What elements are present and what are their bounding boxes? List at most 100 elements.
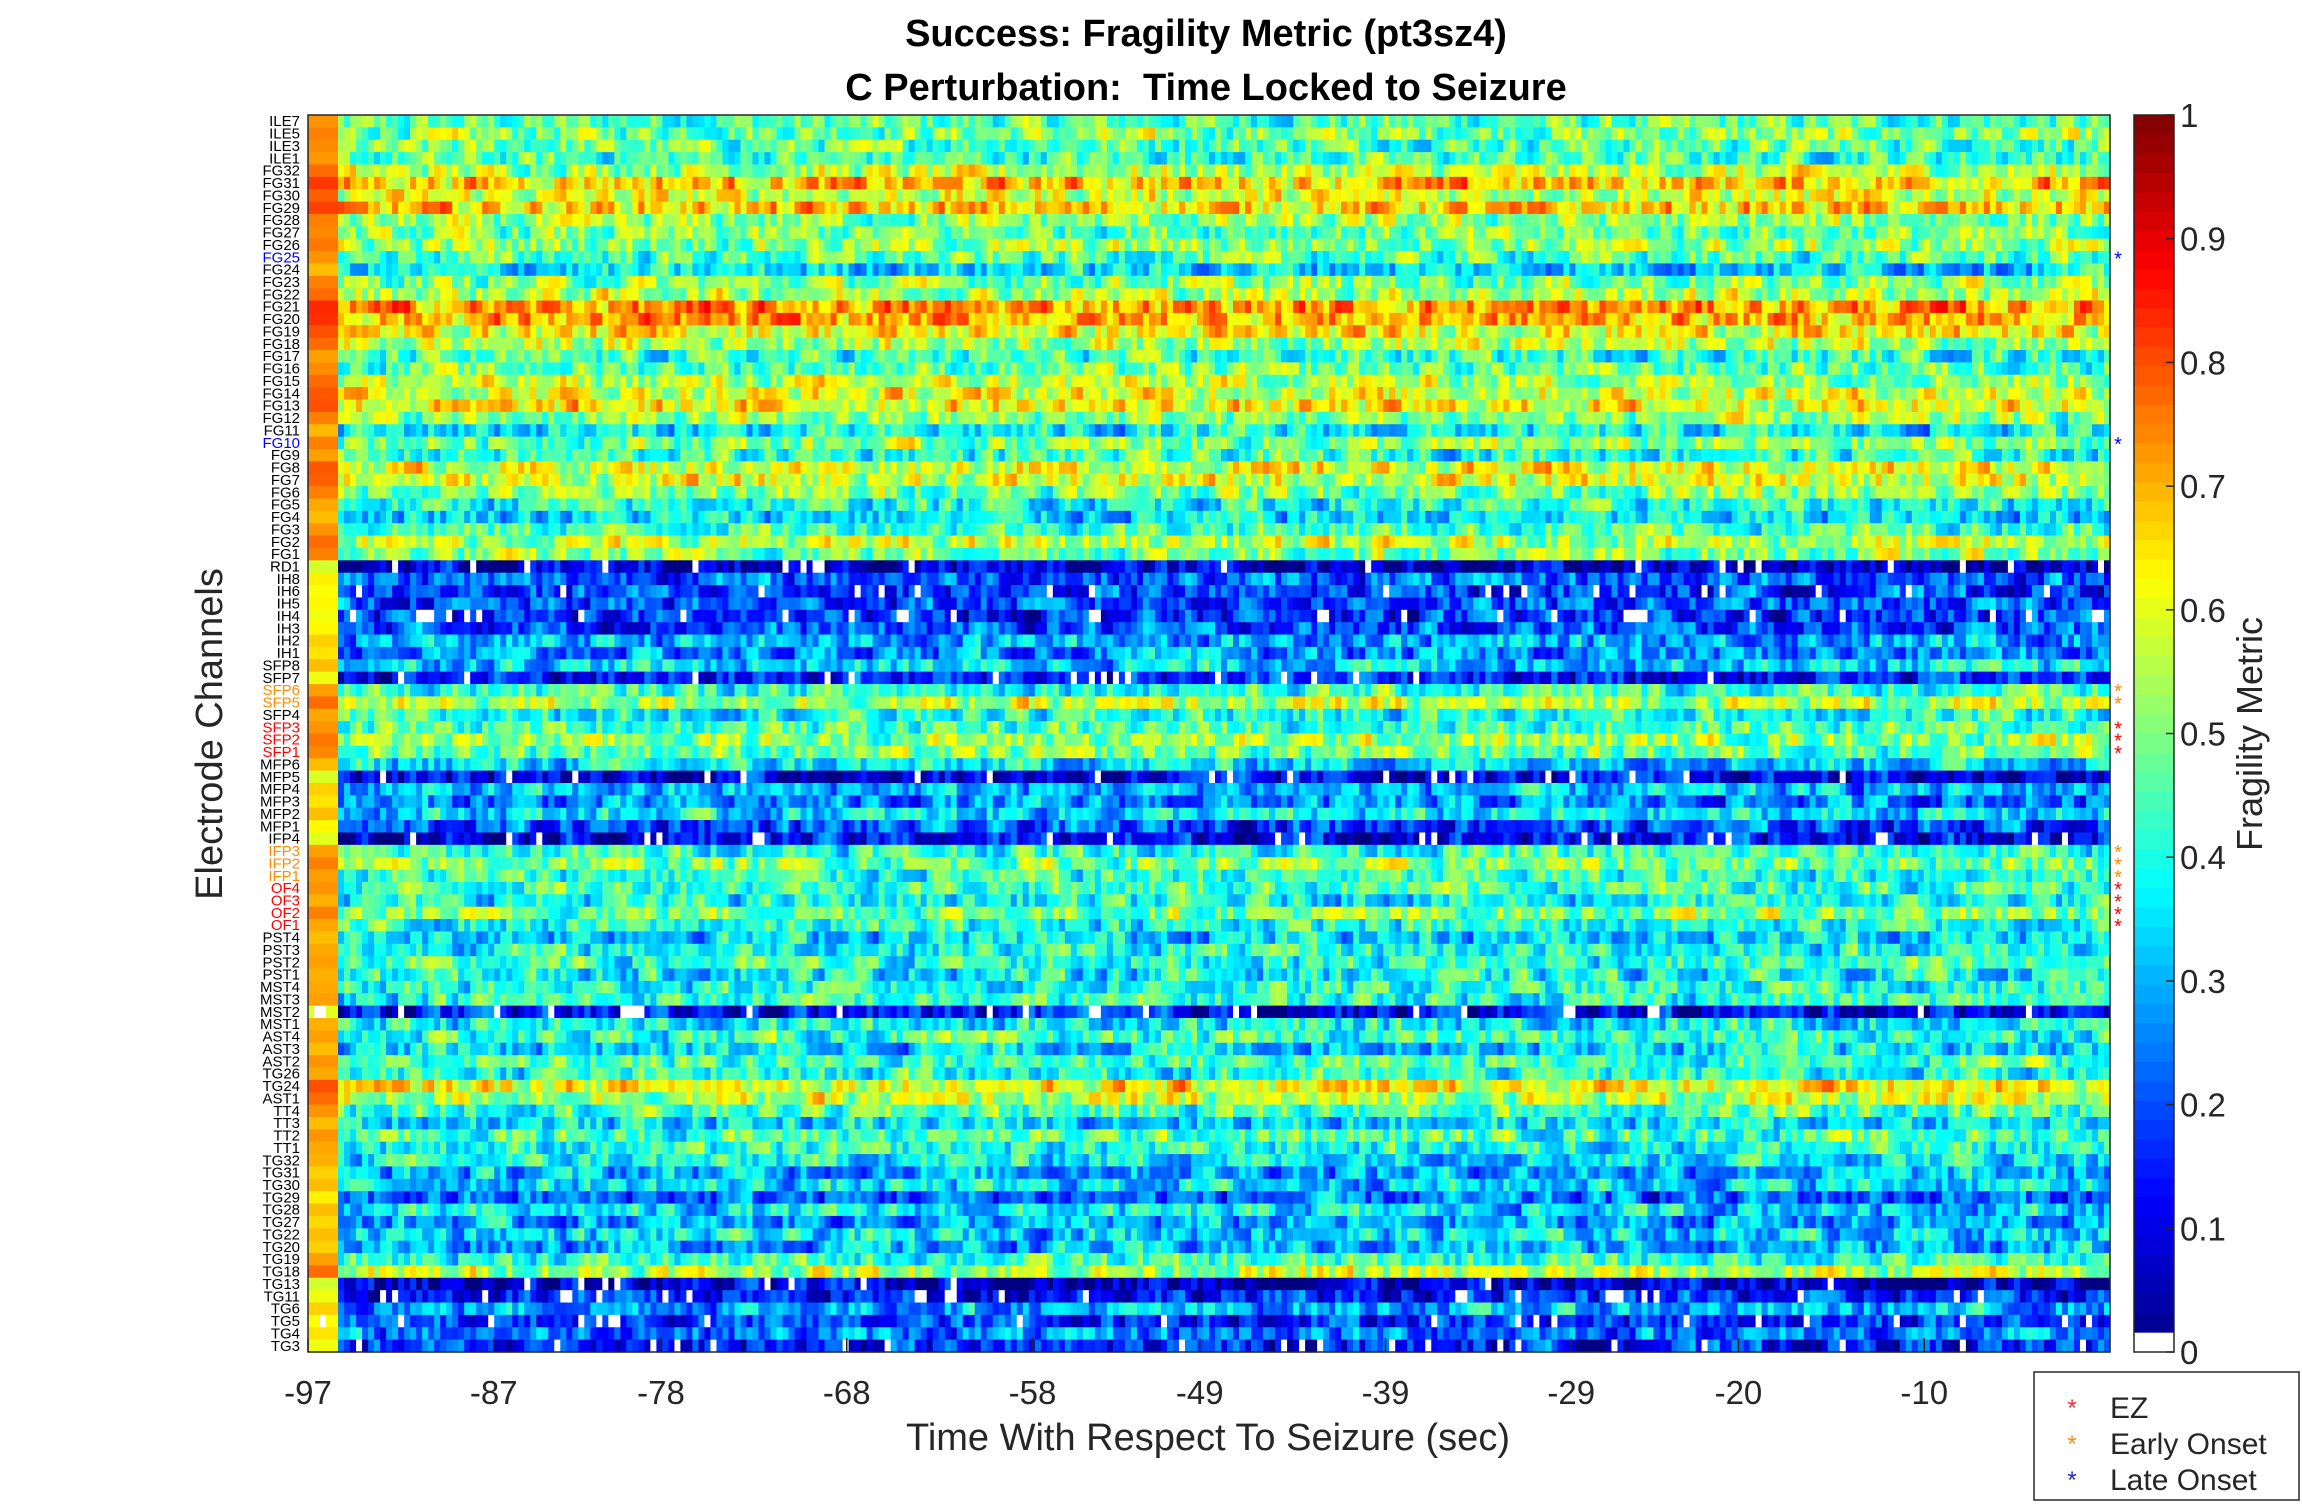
- heatmap-cell: [1041, 276, 1048, 289]
- heatmap-cell: [1623, 115, 1630, 128]
- heatmap-cell: [1125, 226, 1132, 239]
- heatmap-cell: [494, 263, 501, 276]
- heatmap-cell: [716, 313, 723, 326]
- heatmap-cell: [1906, 152, 1913, 165]
- heatmap-cell: [1996, 239, 2003, 252]
- heatmap-cell: [2050, 288, 2057, 301]
- heatmap-cell: [1954, 202, 1961, 215]
- heatmap-cell: [1149, 263, 1156, 276]
- heatmap-cell: [632, 263, 639, 276]
- heatmap-cell: [957, 263, 964, 276]
- heatmap-cell: [1647, 189, 1654, 202]
- heatmap-cell: [1395, 140, 1402, 153]
- heatmap-cell: [1233, 276, 1240, 289]
- heatmap-cell: [2032, 301, 2039, 314]
- heatmap-cell: [813, 115, 820, 128]
- heatmap-cell: [716, 202, 723, 215]
- heatmap-cell: [1744, 263, 1751, 276]
- heatmap-cell: [795, 127, 802, 140]
- heatmap-cell: [488, 177, 495, 190]
- heatmap-cell: [1281, 177, 1288, 190]
- heatmap-cell: [2098, 202, 2105, 215]
- heatmap-cell: [1900, 276, 1907, 289]
- heatmap-cell: [1383, 239, 1390, 252]
- heatmap-cell: [867, 140, 874, 153]
- heatmap-cell: [1311, 164, 1318, 177]
- heatmap-cell: [2086, 115, 2093, 128]
- heatmap-cell: [608, 276, 615, 289]
- heatmap-cell: [1678, 288, 1685, 301]
- heatmap-cell: [1035, 164, 1042, 177]
- heatmap-cell: [1635, 239, 1642, 252]
- heatmap-cell: [1666, 152, 1673, 165]
- heatmap-cell: [656, 164, 663, 177]
- heatmap-cell: [1936, 251, 1943, 264]
- heatmap-cell: [1792, 214, 1799, 227]
- heatmap-cell: [1491, 251, 1498, 264]
- heatmap-cell: [1551, 301, 1558, 314]
- heatmap-cell: [1215, 301, 1222, 314]
- heatmap-cell: [1215, 251, 1222, 264]
- heatmap-cell: [1383, 202, 1390, 215]
- heatmap-cell: [849, 263, 856, 276]
- heatmap-cell: [987, 288, 994, 301]
- heatmap-cell: [789, 214, 796, 227]
- heatmap-cell: [1161, 202, 1168, 215]
- heatmap-cell: [1696, 288, 1703, 301]
- heatmap-cell: [1023, 202, 1030, 215]
- heatmap-cell: [1617, 164, 1624, 177]
- heatmap-cell: [777, 189, 784, 202]
- heatmap-cell: [1497, 177, 1504, 190]
- heatmap-cell: [1341, 202, 1348, 215]
- heatmap-cell: [2056, 214, 2063, 227]
- heatmap-cell: [578, 189, 585, 202]
- heatmap-cell: [909, 288, 916, 301]
- heatmap-cell: [1137, 152, 1144, 165]
- heatmap-cell: [795, 189, 802, 202]
- heatmap-cell: [1852, 288, 1859, 301]
- heatmap-cell: [1461, 263, 1468, 276]
- heatmap-cell: [1744, 239, 1751, 252]
- heatmap-cell: [957, 301, 964, 314]
- heatmap-cell: [909, 251, 916, 264]
- heatmap-cell: [1245, 301, 1252, 314]
- heatmap-cell: [939, 202, 946, 215]
- heatmap-cell: [1870, 140, 1877, 153]
- heatmap-cell: [1990, 239, 1997, 252]
- heatmap-cell: [1389, 177, 1396, 190]
- heatmap-cell: [1011, 288, 1018, 301]
- heatmap-cell: [2050, 301, 2057, 314]
- heatmap-cell: [326, 214, 333, 227]
- heatmap-cell: [314, 140, 321, 153]
- heatmap-cell: [1269, 140, 1276, 153]
- heatmap-cell: [1672, 127, 1679, 140]
- heatmap-cell: [1455, 276, 1462, 289]
- heatmap-cell: [1804, 301, 1811, 314]
- heatmap-cell: [440, 288, 447, 301]
- heatmap-cell: [584, 276, 591, 289]
- heatmap-cell: [1071, 164, 1078, 177]
- heatmap-cell: [446, 177, 453, 190]
- heatmap-cell: [590, 140, 597, 153]
- heatmap-cell: [710, 288, 717, 301]
- heatmap-cell: [698, 288, 705, 301]
- heatmap-cell: [843, 226, 850, 239]
- heatmap-cell: [596, 301, 603, 314]
- heatmap-cell: [2098, 140, 2105, 153]
- heatmap-cell: [464, 288, 471, 301]
- heatmap-cell: [1786, 152, 1793, 165]
- heatmap-cell: [1461, 202, 1468, 215]
- heatmap-cell: [2008, 301, 2015, 314]
- heatmap-cell: [1125, 251, 1132, 264]
- heatmap-cell: [1419, 140, 1426, 153]
- heatmap-cell: [981, 115, 988, 128]
- heatmap-cell: [1816, 226, 1823, 239]
- heatmap-cell: [476, 301, 483, 314]
- heatmap-cell: [921, 214, 928, 227]
- heatmap-cell: [1491, 127, 1498, 140]
- heatmap-cell: [1756, 140, 1763, 153]
- heatmap-cell: [945, 164, 952, 177]
- heatmap-cell: [1365, 276, 1372, 289]
- heatmap-cell: [975, 152, 982, 165]
- heatmap-cell: [1527, 177, 1534, 190]
